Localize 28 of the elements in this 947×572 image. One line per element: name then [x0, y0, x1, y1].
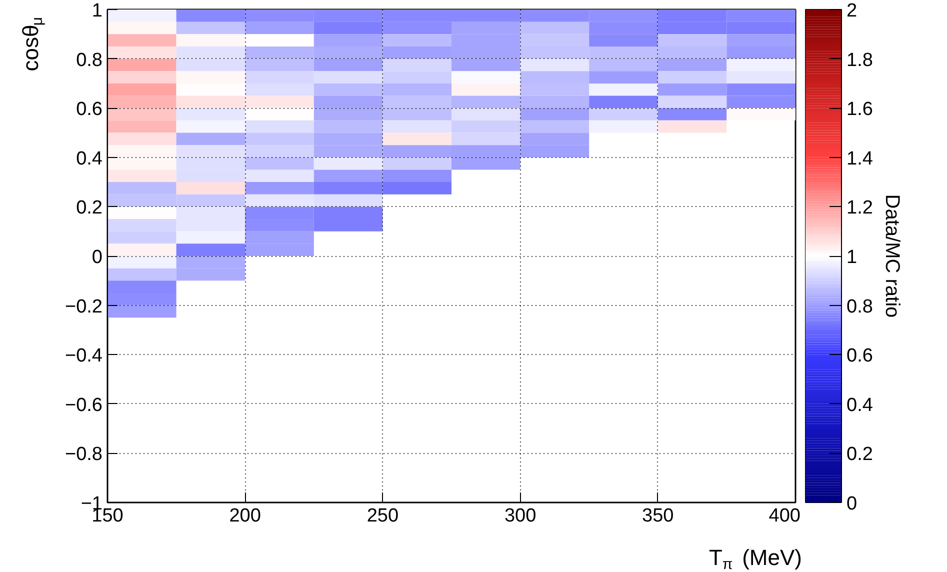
color-bar-label: 0.6	[846, 346, 873, 367]
y-tick-label: 0.8	[76, 50, 103, 71]
color-bar-label: 0.2	[846, 444, 873, 466]
x-tick-label: 400	[768, 506, 800, 526]
x-tick-label: 200	[229, 506, 261, 526]
color-bar-label: 1.6	[846, 99, 873, 120]
y-tick-label: −0.2	[64, 296, 103, 318]
color-bar-label: 1.4	[846, 148, 874, 170]
y-tick-label: −0.6	[64, 394, 103, 416]
y-tick-label: 0.6	[76, 99, 103, 120]
color-bar-label: 1.8	[846, 50, 873, 71]
y-tick-label: 1	[92, 0, 103, 22]
color-bar-title: Data/MC ratio	[880, 194, 903, 318]
y-tick-label: 0.2	[76, 198, 103, 219]
color-bar-label: 0.4	[846, 394, 874, 416]
y-tick-label: −0.8	[64, 444, 103, 466]
x-tick-label: 350	[642, 506, 674, 526]
x-tick-label: 250	[366, 506, 399, 526]
y-axis-title: cosθμ	[18, 16, 46, 72]
y-tick-label: −0.4	[64, 346, 103, 367]
color-bar-label: 0	[846, 494, 858, 514]
x-tick-label: 300	[504, 506, 536, 526]
color-bar-label: 0.8	[846, 296, 873, 318]
y-tick-label: 0.4	[76, 148, 103, 170]
color-bar-label: 1	[846, 247, 858, 268]
color-bar-label: 2	[846, 0, 858, 22]
color-bar-label: 1.2	[846, 198, 873, 219]
y-tick-label: 0	[92, 247, 103, 268]
